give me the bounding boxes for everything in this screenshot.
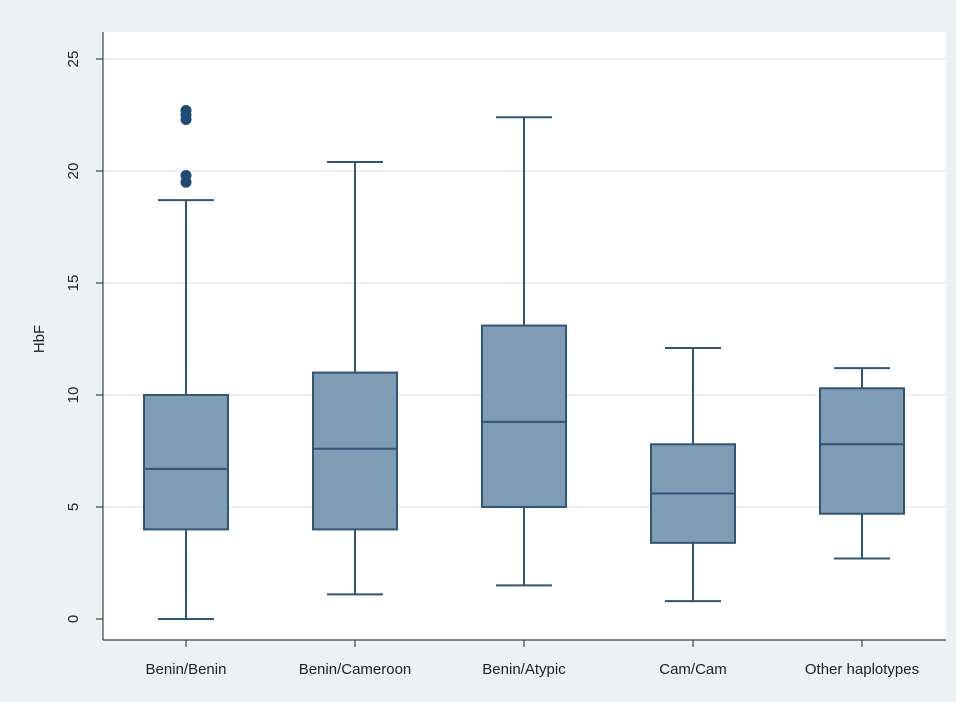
outlier-points — [180, 105, 192, 188]
box-2 — [481, 116, 567, 587]
xtick-label-3: Cam/Cam — [659, 661, 727, 678]
y-axis-title: HbF — [31, 325, 48, 353]
outlier-point-0-4 — [180, 105, 192, 117]
iqr-box — [819, 387, 905, 515]
box-0 — [143, 199, 229, 620]
iqr-box — [143, 394, 229, 531]
ytick-label-15: 15 — [65, 275, 82, 292]
y-axis-ticks: 0 5 10 15 20 25 — [65, 51, 103, 623]
box-3 — [650, 346, 736, 603]
ytick-label-20: 20 — [65, 163, 82, 180]
xtick-label-2: Benin/Atypic — [482, 661, 566, 678]
xtick-label-0: Benin/Benin — [146, 661, 227, 678]
ytick-label-5: 5 — [65, 503, 82, 511]
ytick-label-0: 0 — [65, 615, 82, 623]
iqr-box — [481, 324, 567, 508]
box-series — [143, 116, 905, 620]
iqr-box — [312, 371, 398, 531]
outlier-point-0-1 — [180, 169, 192, 181]
xtick-label-1: Benin/Cameroon — [299, 661, 412, 678]
xtick-label-4: Other haplotypes — [805, 661, 919, 678]
box-4 — [819, 367, 905, 560]
ytick-label-10: 10 — [65, 387, 82, 404]
ytick-label-25: 25 — [65, 51, 82, 68]
box-1 — [312, 161, 398, 596]
x-axis-ticks: Benin/Benin Benin/Cameroon Benin/Atypic Cam… — [146, 640, 919, 678]
